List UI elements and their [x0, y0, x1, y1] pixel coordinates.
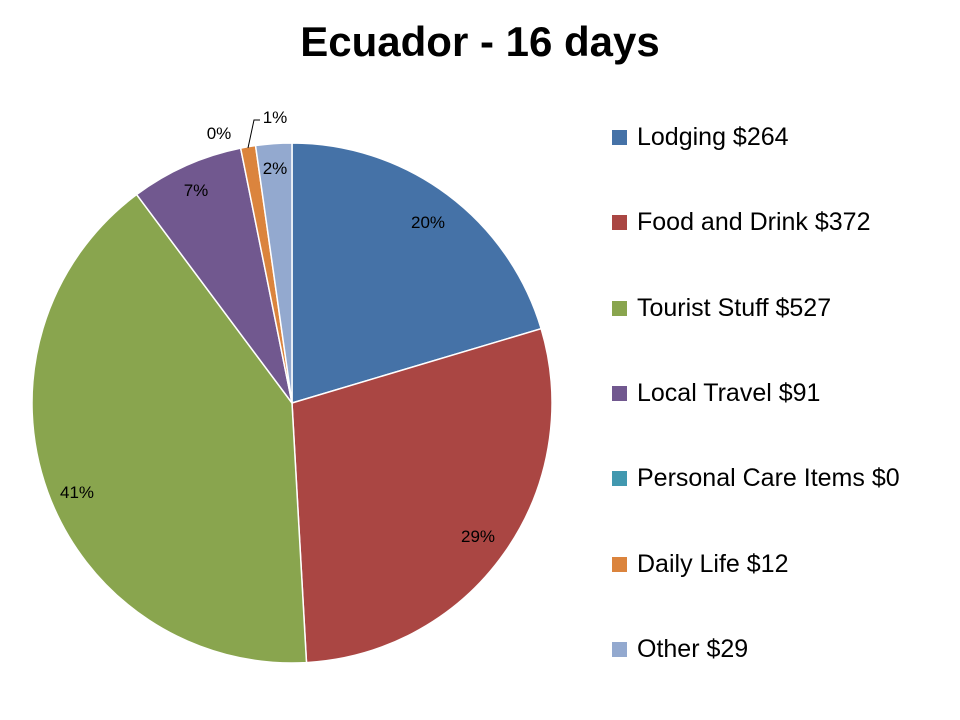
legend-swatch [612, 130, 627, 145]
leader-line [247, 119, 260, 149]
legend-item: Tourist Stuff $527 [612, 294, 831, 323]
legend-label: Other $29 [637, 634, 749, 663]
pie-slice-lodging [291, 142, 543, 405]
data-label: 2% [263, 159, 288, 178]
legend-item: Local Travel $91 [612, 379, 820, 408]
pie-slice-other [254, 142, 293, 404]
legend-swatch [612, 471, 627, 487]
legend-swatch [612, 556, 627, 572]
legend-item: Other $29 [612, 635, 748, 664]
legend-swatch [612, 641, 627, 657]
legend-item: Food and Drink $372 [612, 208, 870, 237]
legend-item: Daily Life $12 [612, 550, 788, 579]
data-label: 41% [60, 483, 94, 502]
legend-label: Local Travel $91 [637, 378, 821, 407]
legend-swatch [612, 385, 627, 401]
data-label: 1% [263, 108, 288, 127]
data-label: 7% [184, 181, 209, 200]
legend-item: Personal Care Items $0 [612, 464, 900, 493]
legend-swatch [612, 215, 627, 231]
legend-label: Personal Care Items $0 [637, 464, 900, 493]
legend-label: Daily Life $12 [637, 549, 789, 578]
legend-label: Food and Drink $372 [637, 208, 871, 237]
data-label: 0% [207, 124, 232, 143]
legend-swatch [612, 300, 627, 316]
legend-label: Lodging $264 [637, 123, 789, 151]
pie-slice-food-and-drink [291, 327, 553, 664]
data-label: 20% [411, 213, 445, 232]
legend-label: Tourist Stuff $527 [637, 293, 832, 322]
data-label: 29% [461, 527, 495, 546]
legend-item: Lodging $264 [612, 123, 789, 152]
pie-slice-tourist-stuff [31, 193, 308, 664]
chart-title: Ecuador - 16 days [300, 18, 660, 65]
